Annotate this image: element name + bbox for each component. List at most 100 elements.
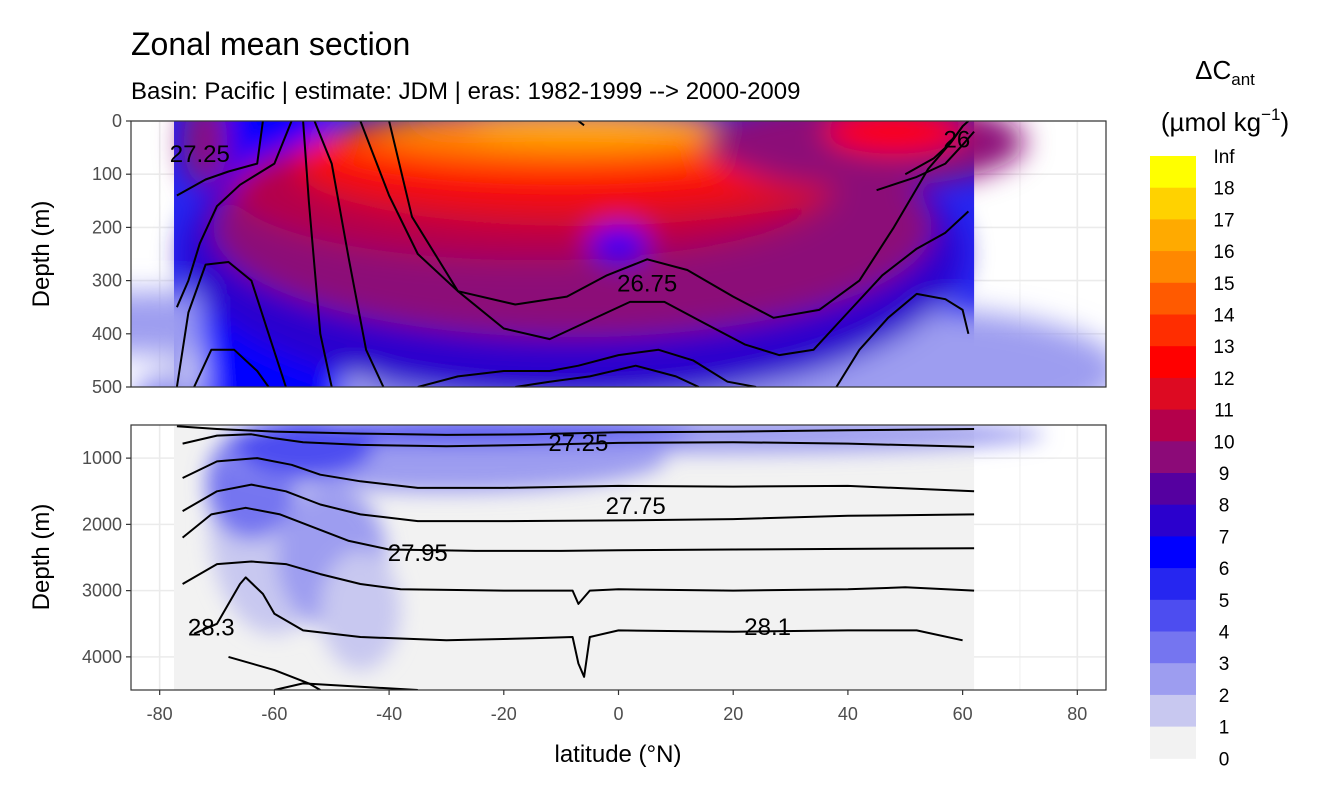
y-tick-label: 500: [92, 377, 122, 397]
legend-swatch: [1150, 377, 1196, 411]
y-tick-label: 400: [92, 324, 122, 344]
legend: ΔCant (µmol kg−1) Inf1817161514131211109…: [1150, 55, 1289, 770]
legend-label: 1: [1219, 718, 1230, 739]
legend-label: 6: [1219, 559, 1230, 580]
legend-label: 12: [1213, 369, 1234, 390]
isopycnal-line: [274, 682, 418, 690]
legend-label: 13: [1213, 337, 1234, 358]
legend-label: 16: [1213, 242, 1234, 263]
y-tick-label: 3000: [82, 581, 122, 601]
isopycnal-line: [359, 121, 964, 319]
isopycnal-line: [577, 121, 585, 127]
isopycnal-line: [313, 121, 385, 387]
contour-label: 27.75: [606, 493, 666, 520]
legend-label: 0: [1219, 749, 1230, 770]
isopycnal-line: [417, 348, 757, 387]
legend-swatch: [1150, 568, 1196, 601]
isopycnal-line: [228, 655, 321, 690]
y-tick-label: 200: [92, 217, 122, 237]
chart-subtitle: Basin: Pacific | estimate: JDM | eras: 1…: [131, 78, 800, 105]
x-tick-label: -40: [376, 704, 402, 724]
contour-label: 27.95: [388, 540, 448, 567]
isopycnal-line: [388, 121, 970, 357]
legend-label: 8: [1219, 496, 1230, 517]
legend-label: 2: [1219, 686, 1230, 707]
isopycnal-contours: [176, 425, 975, 690]
isopycnal-line: [182, 457, 975, 493]
isopycnal-line: [193, 576, 963, 678]
legend-swatch: [1150, 282, 1196, 315]
isopycnal-line: [176, 121, 264, 197]
contour-label: 26: [944, 127, 971, 154]
legend-title: ΔCant: [1195, 55, 1255, 89]
x-tick-label: 40: [838, 704, 858, 724]
legend-label: 14: [1213, 306, 1235, 327]
isopycnal-line: [876, 130, 975, 192]
x-tick-label: -80: [147, 704, 173, 724]
x-tick-label: 20: [723, 704, 743, 724]
isopycnal-line: [175, 261, 287, 387]
legend-swatch: [1150, 156, 1196, 189]
legend-label: 10: [1213, 432, 1234, 453]
isopycnal-line: [193, 348, 270, 387]
legend-unit: (µmol kg−1): [1161, 105, 1289, 137]
legend-label: 18: [1213, 179, 1234, 200]
legend-swatch: [1150, 251, 1196, 284]
legend-swatch: [1150, 219, 1196, 252]
y-tick-label: 1000: [82, 448, 122, 468]
y-tick-label: 300: [92, 271, 122, 291]
legend-label: 5: [1219, 591, 1230, 612]
panel-lower: 27.25 27.75 27.95 28.3 28.1 1000 2000 3000 4000: [82, 424, 1107, 691]
legend-swatch: [1150, 346, 1196, 379]
isopycnal-line: [835, 292, 970, 387]
contour-label: 27.25: [548, 430, 608, 457]
x-tick-label: 80: [1067, 704, 1087, 724]
legend-swatch: [1150, 314, 1196, 347]
isopycnal-contours: [175, 121, 975, 387]
isopycnal-line: [182, 483, 975, 523]
legend-label: 3: [1219, 654, 1230, 675]
legend-swatch: [1150, 441, 1196, 474]
y-tick-label: 4000: [82, 647, 122, 667]
legend-label: 4: [1219, 623, 1230, 644]
legend-swatch: [1150, 631, 1196, 664]
isopycnal-line: [176, 425, 975, 436]
contour-label: 27.25: [170, 141, 230, 168]
isopycnal-line: [182, 433, 975, 448]
isopycnal-line: [302, 121, 333, 387]
isopycnal-line: [181, 506, 975, 552]
x-tick-label: -20: [491, 704, 517, 724]
delta-cant-field: [174, 425, 1045, 690]
y-tick-label: 100: [92, 164, 122, 184]
panel-upper: 27.25 26 26.75 0 100 200 300 400 500: [92, 111, 1107, 397]
legend-swatch: [1150, 504, 1196, 537]
legend-swatch: [1150, 663, 1196, 696]
legend-label: 15: [1213, 274, 1234, 295]
delta-cant-field: [131, 121, 1106, 387]
panel-border: [130, 120, 1107, 388]
legend-swatch: [1150, 599, 1196, 632]
y-axis-title-lower: Depth (m): [28, 504, 55, 611]
y-axis-title-upper: Depth (m): [28, 201, 55, 308]
isopycnal-line: [904, 121, 970, 176]
chart-title: Zonal mean section: [131, 26, 410, 62]
legend-swatch: [1150, 409, 1196, 442]
x-tick-label: -60: [261, 704, 287, 724]
legend-swatch: [1150, 726, 1196, 759]
y-tick-label: 2000: [82, 514, 122, 534]
legend-swatch: [1150, 536, 1196, 569]
legend-swatch: [1150, 187, 1196, 220]
legend-swatch: [1150, 473, 1196, 506]
contour-label: 28.3: [188, 615, 235, 642]
legend-label: 17: [1213, 210, 1234, 231]
isopycnal-line: [175, 121, 293, 308]
isopycnal-line: [182, 560, 975, 605]
contour-label: 28.1: [744, 614, 791, 641]
legend-swatch: [1150, 694, 1196, 728]
legend-label: 7: [1219, 527, 1230, 548]
legend-label: 9: [1219, 464, 1230, 485]
legend-label: Inf: [1213, 147, 1235, 168]
x-axis: -80 -60 -40 -20 0 20 40 60 80: [147, 690, 1087, 724]
x-tick-label: 60: [953, 704, 973, 724]
